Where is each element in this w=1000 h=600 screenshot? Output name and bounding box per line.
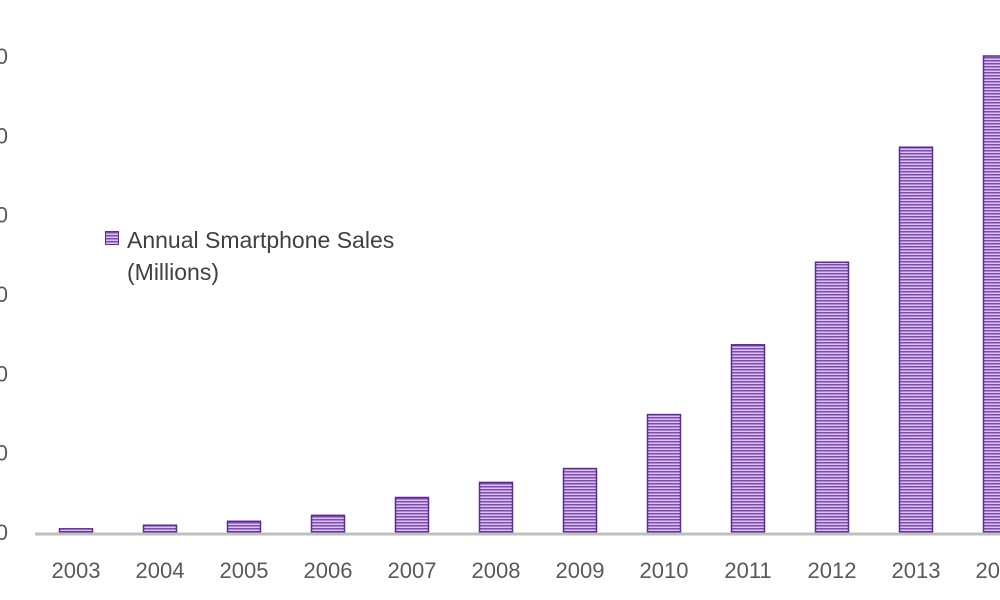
- bar-2013: [898, 146, 934, 533]
- y-tick-label: 0: [0, 520, 8, 545]
- x-tick-label: 2005: [220, 558, 269, 583]
- bar-2008: [478, 481, 514, 533]
- y-tick-labels: 0 200 400 600 800 1000 1200: [0, 44, 8, 545]
- bar-2006: [310, 514, 346, 533]
- x-tick-label: 2013: [892, 558, 941, 583]
- y-tick-label: 1200: [0, 44, 8, 69]
- legend-swatch: [105, 231, 119, 245]
- x-tick-label: 2009: [556, 558, 605, 583]
- bar-2012: [814, 261, 850, 533]
- y-tick-label: 800: [0, 203, 8, 228]
- x-tick-label: 2008: [472, 558, 521, 583]
- bar-2003: [58, 528, 94, 533]
- x-tick-label: 2007: [388, 558, 437, 583]
- x-tick-label: 2003: [52, 558, 101, 583]
- bar-2005: [226, 520, 262, 533]
- legend-label: Annual Smartphone Sales (Millions): [127, 227, 395, 285]
- x-tick-label: 2004: [136, 558, 185, 583]
- x-tick-label: 2010: [640, 558, 689, 583]
- bar-2014: [982, 55, 1000, 533]
- x-tick-label: 2012: [808, 558, 857, 583]
- bar-2011: [730, 344, 766, 533]
- x-tick-label: 2011: [724, 558, 771, 583]
- x-tick-label: 2014: [976, 558, 1000, 583]
- y-tick-label: 400: [0, 361, 8, 386]
- x-tick-label: 2006: [304, 558, 353, 583]
- y-tick-label: 1000: [0, 123, 8, 148]
- bar-2010: [646, 413, 682, 533]
- bar-2004: [142, 524, 178, 533]
- bar-2009: [562, 467, 598, 533]
- y-tick-label: 200: [0, 441, 8, 466]
- bar-2007: [394, 496, 430, 533]
- bars-layer: [58, 55, 1000, 533]
- x-tick-labels: 2003 2004 2005 2006 2007 2008 2009 2010 2011 2012…: [52, 558, 1000, 583]
- y-tick-label: 600: [0, 282, 8, 307]
